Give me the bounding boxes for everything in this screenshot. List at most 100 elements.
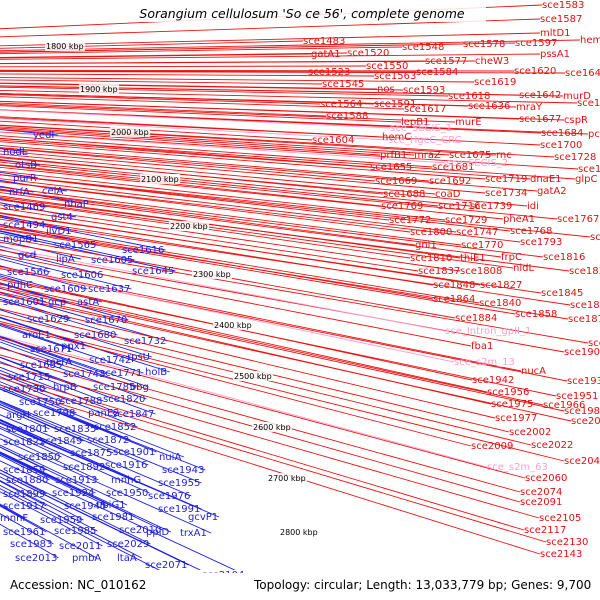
right-gene-label: sce1874 [568, 314, 600, 325]
left-gene-label: sce1991 [158, 504, 200, 515]
right-gene-label: sce1808 [460, 266, 502, 277]
right-gene-leader-line [0, 144, 430, 182]
right-gene-label: sce1681 [432, 162, 474, 173]
left-gene-label: mnhF [0, 513, 28, 524]
left-gene-leader-line [0, 469, 151, 545]
left-gene-label: sce2029 [107, 539, 149, 550]
right-gene-label: sce1692 [429, 176, 471, 187]
right-gene-label: sce1564 [320, 99, 362, 110]
right-gene-leader-line [0, 42, 516, 53]
right-gene-leader-line [0, 354, 521, 503]
right-gene-leader-line [0, 127, 415, 156]
right-gene-label: pheA1 [503, 214, 535, 225]
right-gene-leader-line [0, 322, 472, 447]
left-gene-label: sce1859 [3, 465, 45, 476]
right-gene-label: sce2006 [571, 416, 600, 427]
right-gene-leader-line [0, 174, 591, 238]
left-gene-label: sce1850 [18, 452, 60, 463]
right-gene-label: sce1884 [455, 313, 497, 324]
right-gene-label: dnaE1 [530, 174, 562, 185]
left-gene-leader-line [0, 373, 138, 428]
left-gene-label: sce1945 [64, 501, 106, 512]
left-gene-leader-line [0, 309, 152, 358]
right-gene-label: sce1583 [542, 0, 584, 11]
right-gene-label: sce1545 [322, 79, 364, 90]
right-gene-label: sce1864 [433, 294, 475, 305]
left-gene-label: pmbA [72, 553, 101, 564]
kbp-label-backdrop [279, 527, 319, 537]
left-gene-label: sce1798 [33, 408, 75, 419]
left-gene-label: sce1955 [158, 478, 200, 489]
kbp-label-backdrop [192, 269, 232, 279]
right-gene-leader-line [0, 126, 450, 156]
left-gene-label: sce1917 [3, 501, 45, 512]
right-gene-label: sce1618 [448, 91, 490, 102]
right-gene-leader-line [0, 384, 541, 555]
left-gene-label: sce1899 [3, 489, 45, 500]
left-gene-leader-line [0, 419, 136, 481]
right-gene-label: sce1520 [347, 48, 389, 59]
right-gene-label: sce1769 [381, 201, 423, 212]
right-gene-leader-line [0, 207, 419, 272]
left-gene-label: sce1959 [40, 515, 82, 526]
right-gene-leader-line [0, 102, 327, 117]
right-gene-label: gatA2 [537, 186, 567, 197]
right-gene-leader-line [0, 69, 515, 72]
kbp-label: 2700 kbp [268, 474, 306, 483]
right-gene-leader-line [0, 181, 521, 243]
map-title: Sorangium cellulosum 'So ce 56', complet… [139, 6, 464, 21]
right-gene-label: sce1977 [495, 413, 537, 424]
left-gene-label: ubiG1 [96, 500, 126, 511]
right-gene-leader-line [0, 314, 532, 446]
right-gene-label: sce1577 [425, 56, 467, 67]
right-gene-label: sce1834 [569, 266, 600, 277]
left-gene-label: astA [77, 297, 99, 308]
right-gene-leader-line [0, 77, 475, 83]
left-gene-leader-line [0, 356, 156, 415]
left-gene-label: pdhC [7, 280, 33, 291]
genome-summary-text: Topology: circular; Length: 13,033,779 b… [253, 578, 591, 592]
right-gene-label: sce1857 [570, 300, 600, 311]
right-gene-leader-line [0, 241, 589, 344]
right-gene-label: sce1768 [510, 226, 552, 237]
left-gene-leader-line [0, 484, 143, 559]
right-gene-label: sce2117 [524, 525, 566, 536]
right-gene-label: sce1951 [556, 391, 598, 402]
right-gene-label: sce1848 [433, 280, 475, 291]
kbp-label: 2200 kbp [170, 222, 208, 231]
left-gene-label: sce1637 [88, 284, 130, 295]
left-gene-label: mopB1 [3, 234, 38, 245]
right-gene-label: sce1729 [445, 215, 487, 226]
right-gene-label: gnl1 [415, 240, 437, 251]
right-gene-label: sce1716 [438, 201, 480, 212]
left-gene-label: sce2013 [15, 553, 57, 564]
label-leader-lines [0, 4, 591, 570]
right-gene-leader-line [0, 53, 541, 60]
right-gene-leader-line [0, 372, 525, 531]
right-gene-label: rnc [496, 150, 512, 161]
left-gene-leader-line [0, 452, 163, 531]
left-gene-label: sce1820 [103, 394, 145, 405]
right-gene-leader-line [0, 86, 449, 97]
right-gene-leader-line [0, 227, 569, 320]
kbp-label-backdrop [110, 127, 150, 137]
right-gene-leader-line [0, 198, 514, 269]
right-gene-leader-line [0, 293, 572, 422]
left-gene-label: sce1771 [100, 368, 142, 379]
right-gene-label: fba1 [471, 341, 493, 352]
left-gene-label: sce1671 [30, 344, 72, 355]
right-gene-label: sce1827 [480, 280, 522, 291]
right-gene-leader-line [0, 321, 565, 462]
left-gene-label: sce1645 [132, 266, 174, 277]
right-gene-label: sce1578 [463, 39, 505, 50]
pseudo-gene-label: sce_HgcC_CRC [388, 135, 462, 146]
left-gene-leader-line [0, 488, 161, 570]
title-backdrop [118, 2, 486, 22]
right-gene-leader-line [0, 153, 436, 195]
right-gene-leader-line [0, 147, 376, 182]
right-gene-leader-line [0, 60, 476, 65]
left-gene-label: gst4 [51, 212, 73, 223]
right-gene-leader-line [0, 161, 439, 207]
left-gene-label: sce1901 [113, 447, 155, 458]
